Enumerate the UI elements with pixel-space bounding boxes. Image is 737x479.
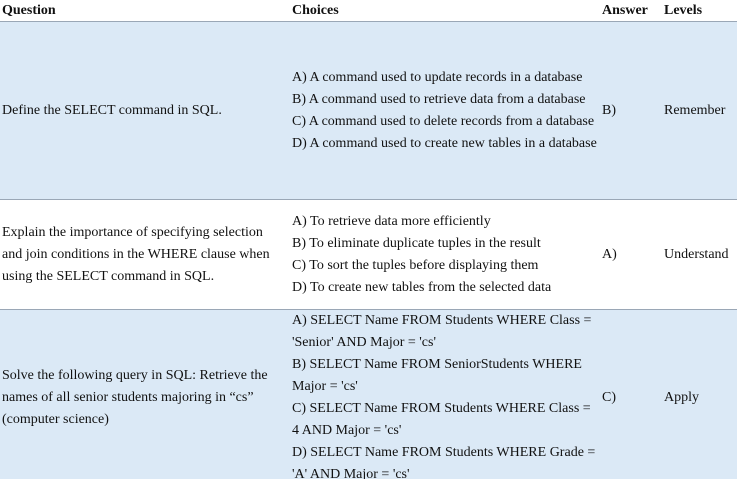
- choices-cell: A) To retrieve data more efficiently B) …: [290, 199, 600, 310]
- table-row: Solve the following query in SQL: Retrie…: [0, 309, 737, 479]
- answer-cell: A): [600, 199, 662, 310]
- header-choices: Choices: [290, 0, 600, 22]
- choice-item: A) To retrieve data more efficiently: [292, 213, 491, 229]
- table-row: Define the SELECT command in SQL. A) A c…: [0, 21, 737, 200]
- header-question: Question: [0, 0, 290, 22]
- level-cell: Understand: [662, 199, 737, 310]
- question-cell: Explain the importance of specifying sel…: [0, 199, 290, 310]
- table-row: Explain the importance of specifying sel…: [0, 199, 737, 310]
- choice-item: D) A command used to create new tables i…: [292, 135, 597, 151]
- level-cell: Remember: [662, 21, 737, 200]
- choice-item: D) To create new tables from the selecte…: [292, 279, 552, 295]
- question-cell: Solve the following query in SQL: Retrie…: [0, 309, 290, 479]
- answer-cell: C): [600, 309, 662, 479]
- choices-cell: A) A command used to update records in a…: [290, 21, 600, 200]
- choice-item: C) To sort the tuples before displaying …: [292, 257, 539, 273]
- header-row: Question Choices Answer Levels: [0, 0, 737, 22]
- answer-cell: B): [600, 21, 662, 200]
- level-cell: Apply: [662, 309, 737, 479]
- choice-item: B) To eliminate duplicate tuples in the …: [292, 235, 541, 251]
- choice-item: C) A command used to delete records from…: [292, 113, 595, 129]
- choice-item: D) SELECT Name FROM Students WHERE Grade…: [292, 445, 596, 479]
- choice-item: B) A command used to retrieve data from …: [292, 91, 586, 107]
- choice-item: A) SELECT Name FROM Students WHERE Class…: [292, 313, 592, 350]
- choice-item: A) A command used to update records in a…: [292, 69, 583, 85]
- header-levels: Levels: [662, 0, 737, 22]
- question-cell: Define the SELECT command in SQL.: [0, 21, 290, 200]
- choice-item: C) SELECT Name FROM Students WHERE Class…: [292, 401, 591, 438]
- choice-item: B) SELECT Name FROM SeniorStudents WHERE…: [292, 357, 582, 394]
- choices-cell: A) SELECT Name FROM Students WHERE Class…: [290, 309, 600, 479]
- header-answer: Answer: [600, 0, 662, 22]
